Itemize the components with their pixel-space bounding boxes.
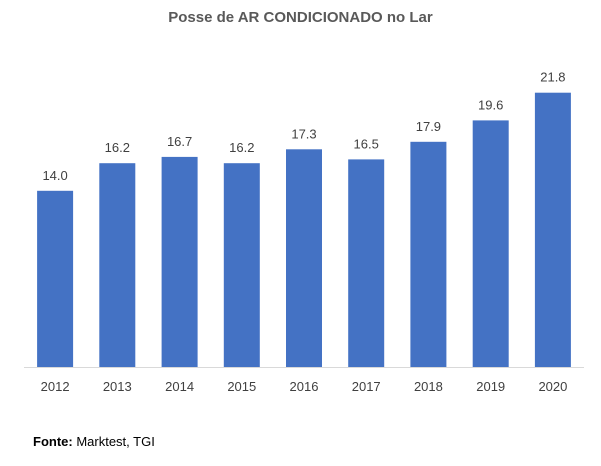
tick-labels-group: 2012 2013 2014 2015 2016 2017 2018 2019 2020: [41, 379, 568, 394]
tick-label-2017: 2017: [352, 379, 381, 394]
value-label-2018: 17.9: [416, 119, 441, 134]
value-label-2013: 16.2: [105, 140, 130, 155]
value-label-2014: 16.7: [167, 134, 192, 149]
bar-2012: [37, 190, 74, 367]
chart-title: Posse de AR CONDICIONADO no Lar: [168, 9, 433, 26]
source-note: Fonte: Marktest, TGI: [33, 434, 155, 449]
bar-2014: [161, 156, 198, 367]
value-labels-group: 14.0 16.2 16.7 16.2 17.3 16.5 17.9 19.6 21.8: [42, 70, 565, 183]
bar-2017: [348, 159, 385, 367]
value-label-2020: 21.8: [540, 70, 565, 85]
bar-2013: [99, 163, 136, 367]
bars-group: [37, 92, 571, 368]
bar-2015: [223, 163, 260, 367]
bar-2016: [286, 149, 322, 367]
tick-label-2013: 2013: [103, 379, 132, 394]
value-label-2019: 19.6: [478, 97, 503, 112]
tick-label-2014: 2014: [165, 379, 194, 394]
tick-label-2016: 2016: [290, 379, 319, 394]
bar-2018: [410, 141, 447, 367]
tick-label-2019: 2019: [476, 379, 505, 394]
value-label-2012: 14.0: [42, 168, 67, 183]
value-label-2017: 16.5: [354, 136, 379, 151]
value-label-2015: 16.2: [229, 140, 254, 155]
tick-label-2015: 2015: [227, 379, 256, 394]
bar-2019: [472, 120, 509, 368]
bar-2020: [534, 92, 571, 367]
tick-label-2020: 2020: [538, 379, 567, 394]
tick-label-2018: 2018: [414, 379, 443, 394]
source-label: Fonte:: [33, 434, 73, 449]
value-label-2016: 17.3: [291, 126, 316, 141]
tick-label-2012: 2012: [41, 379, 70, 394]
source-text: Marktest, TGI: [72, 434, 155, 449]
